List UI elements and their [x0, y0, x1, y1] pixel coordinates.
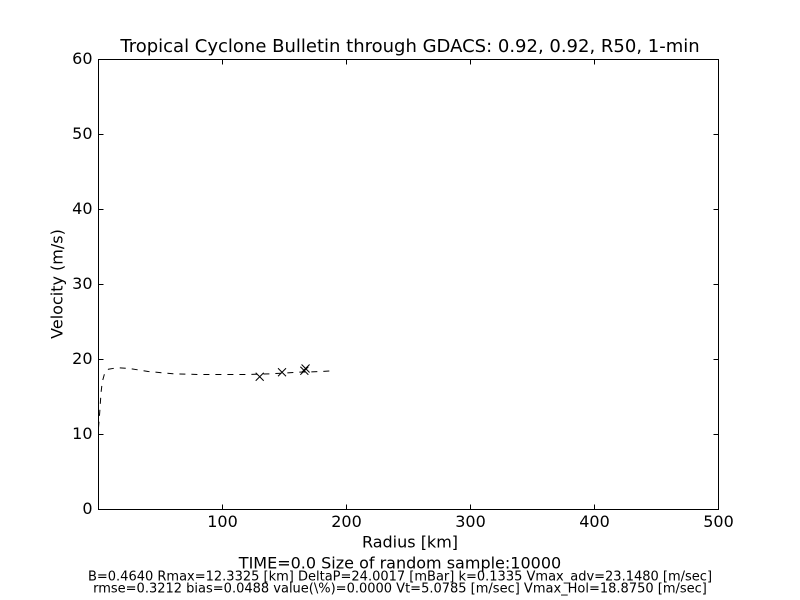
footer-line: rmse=0.3212 bias=0.0488 value(\%)=0.0000… [93, 582, 707, 597]
chart-title: Tropical Cyclone Bulletin through GDACS:… [119, 36, 699, 57]
x-tick-label: 100 [207, 512, 238, 531]
data-point [299, 366, 309, 376]
y-tick-label: 20 [72, 349, 92, 368]
y-tick-label: 30 [72, 274, 92, 293]
x-tick-label: 200 [331, 512, 362, 531]
marker-stroke [255, 372, 265, 382]
y-tick-label: 60 [72, 49, 92, 68]
marker-stroke [277, 367, 287, 377]
data-point [277, 367, 287, 377]
marker-stroke [299, 366, 309, 376]
y-tick-label: 10 [72, 424, 92, 443]
data-point [301, 364, 310, 373]
footer-line: B=0.4640 Rmax=12.3325 [km] DeltaP=24.001… [88, 570, 712, 585]
y-tick-label: 0 [82, 499, 92, 518]
x-axis-label: Radius [km] [362, 533, 458, 552]
footer-line: TIME=0.0 Size of random sample:10000 [238, 554, 561, 573]
x-tick-label: 500 [703, 512, 734, 531]
x-tick-label: 300 [455, 512, 486, 531]
y-tick-label: 40 [72, 199, 92, 218]
x-tick-label: 400 [579, 512, 610, 531]
y-axis-label: Velocity (m/s) [48, 229, 67, 339]
data-point [255, 372, 265, 382]
y-tick-label: 50 [72, 124, 92, 143]
marker-stroke [301, 364, 310, 373]
